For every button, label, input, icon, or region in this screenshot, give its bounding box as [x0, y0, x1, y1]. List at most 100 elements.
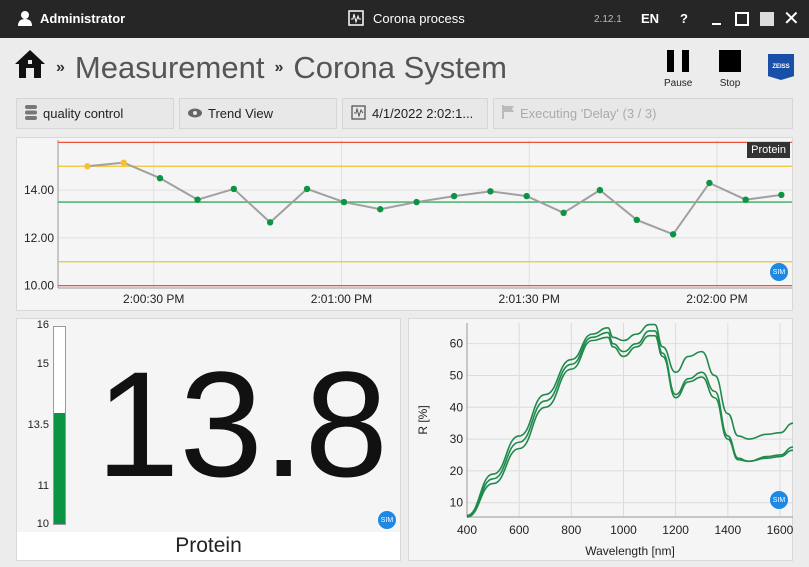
- y-tick-label: 12.00: [24, 231, 54, 245]
- x-tick-label: 2:01:30 PM: [498, 292, 559, 306]
- gauge-tick-label: 10: [36, 518, 49, 530]
- data-point: [596, 186, 604, 194]
- status-field: Executing 'Delay' (3 / 3): [493, 98, 793, 129]
- version: 2.12.1: [594, 14, 622, 25]
- eye-icon: [188, 106, 202, 121]
- x-tick-label: 1200: [662, 523, 689, 537]
- timestamp-label: 4/1/2022 2:02:1...: [372, 106, 474, 121]
- waveform-icon: [351, 104, 366, 123]
- user-name[interactable]: Administrator: [40, 11, 126, 26]
- breadcrumb: » Measurement » Corona System: [14, 48, 507, 88]
- gauge-tick-label: 16: [36, 319, 49, 331]
- spectrum-3-line: [466, 334, 794, 518]
- sim-badge: SIM: [770, 491, 788, 509]
- x-tick-label: 1400: [714, 523, 741, 537]
- database-icon: [25, 104, 37, 123]
- user-icon: [18, 10, 32, 29]
- timestamp-button[interactable]: 4/1/2022 2:02:1...: [342, 98, 488, 129]
- x-tick-label: 2:00:30 PM: [123, 292, 184, 306]
- pause-button[interactable]: Pause: [664, 50, 692, 89]
- gauge-tick-label: 11: [37, 480, 49, 493]
- breadcrumb-separator: »: [56, 59, 65, 76]
- language-button[interactable]: EN: [641, 11, 660, 26]
- data-point: [523, 192, 530, 200]
- pause-label: Pause: [664, 78, 693, 89]
- current-value: 13.8: [96, 340, 388, 508]
- status-label: Executing 'Delay' (3 / 3): [520, 106, 657, 121]
- view-label: Trend View: [208, 106, 274, 121]
- spectrum-1-line: [466, 323, 794, 517]
- x-tick-label: 800: [561, 523, 581, 537]
- title-bar: Administrator Corona process 2.12.1 EN ?…: [0, 0, 809, 38]
- data-point: [84, 163, 91, 170]
- process-icon: [348, 10, 364, 29]
- sim-badge: SIM: [378, 511, 396, 529]
- data-point: [266, 219, 274, 226]
- x-tick-label: 400: [457, 523, 477, 537]
- data-point: [560, 209, 567, 217]
- y-tick-label: 50: [450, 368, 464, 382]
- spectrum-2-line: [466, 330, 794, 518]
- process-title: Corona process: [373, 11, 465, 26]
- spectrum-chart: 400 600 800 1000 1200 1400 1600 10 20 30 40 50 60 Wav…: [416, 323, 794, 558]
- gauge-fill: [54, 413, 65, 524]
- breadcrumb-measurement[interactable]: Measurement: [74, 50, 265, 85]
- y-tick-label: 40: [450, 400, 464, 414]
- data-point: [156, 174, 164, 182]
- value-panel: 16 15 13.5 11 10 13.8 SIM Protein: [16, 318, 401, 561]
- close-button[interactable]: ✕: [783, 8, 800, 30]
- breadcrumb-separator: »: [274, 59, 284, 76]
- x-axis-label: Wavelength [nm]: [585, 544, 675, 558]
- data-point: [413, 198, 420, 206]
- x-tick-label: 600: [509, 523, 529, 537]
- y-tick-label: 14.00: [24, 183, 54, 197]
- x-tick-label: 2:01:00 PM: [311, 292, 372, 306]
- y-tick-label: 10.00: [24, 279, 54, 293]
- database-button[interactable]: quality control: [16, 98, 174, 129]
- data-point: [303, 185, 311, 193]
- y-tick-label: 30: [450, 432, 464, 446]
- y-tick-label: 20: [450, 464, 464, 478]
- data-point: [778, 191, 785, 199]
- y-axis-label: R [%]: [416, 405, 430, 434]
- flag-icon: [502, 105, 514, 122]
- data-point: [742, 196, 749, 203]
- database-label: quality control: [43, 106, 124, 121]
- gauge-tick-label: 13.5: [27, 418, 49, 431]
- trend-chart-panel: 2:00:30 PM 2:01:00 PM 2:01:30 PM 2:02:00 PM…: [16, 137, 793, 311]
- data-point: [450, 192, 458, 200]
- home-icon[interactable]: [14, 48, 46, 88]
- gauge-tick-label: 15: [36, 357, 49, 370]
- gauge: [53, 326, 66, 525]
- data-point: [487, 188, 494, 195]
- data-point: [340, 198, 348, 206]
- data-point: [230, 185, 238, 193]
- data-point: [669, 231, 677, 238]
- zeiss-logo: ZEISS: [768, 54, 794, 80]
- pause-icon: [667, 50, 690, 72]
- x-tick-label: 1000: [610, 523, 637, 537]
- data-point: [706, 179, 713, 187]
- stop-label: Stop: [719, 78, 741, 89]
- breadcrumb-corona-system: Corona System: [293, 50, 507, 85]
- y-tick-label: 60: [450, 337, 464, 351]
- minimize-button[interactable]: [712, 23, 721, 25]
- help-button[interactable]: ?: [680, 11, 688, 26]
- x-tick-label: 2:02:00 PM: [686, 292, 747, 306]
- y-tick-label: 10: [450, 496, 464, 510]
- spectrum-panel: 400 600 800 1000 1200 1400 1600 10 20 30 40 50 60 Wav…: [408, 318, 794, 561]
- data-point: [377, 206, 384, 213]
- data-point: [120, 159, 127, 166]
- trend-legend: Protein: [747, 142, 790, 158]
- data-point: [194, 196, 201, 203]
- fullscreen-button[interactable]: [760, 12, 774, 26]
- value-label: Protein: [17, 532, 400, 560]
- stop-button[interactable]: Stop: [719, 50, 741, 89]
- sim-badge: SIM: [770, 263, 788, 281]
- x-tick-label: 1600: [767, 523, 794, 537]
- maximize-button[interactable]: [735, 12, 749, 26]
- trend-line: [87, 161, 782, 236]
- data-point: [633, 216, 641, 224]
- view-button[interactable]: Trend View: [179, 98, 337, 129]
- stop-icon: [719, 50, 741, 72]
